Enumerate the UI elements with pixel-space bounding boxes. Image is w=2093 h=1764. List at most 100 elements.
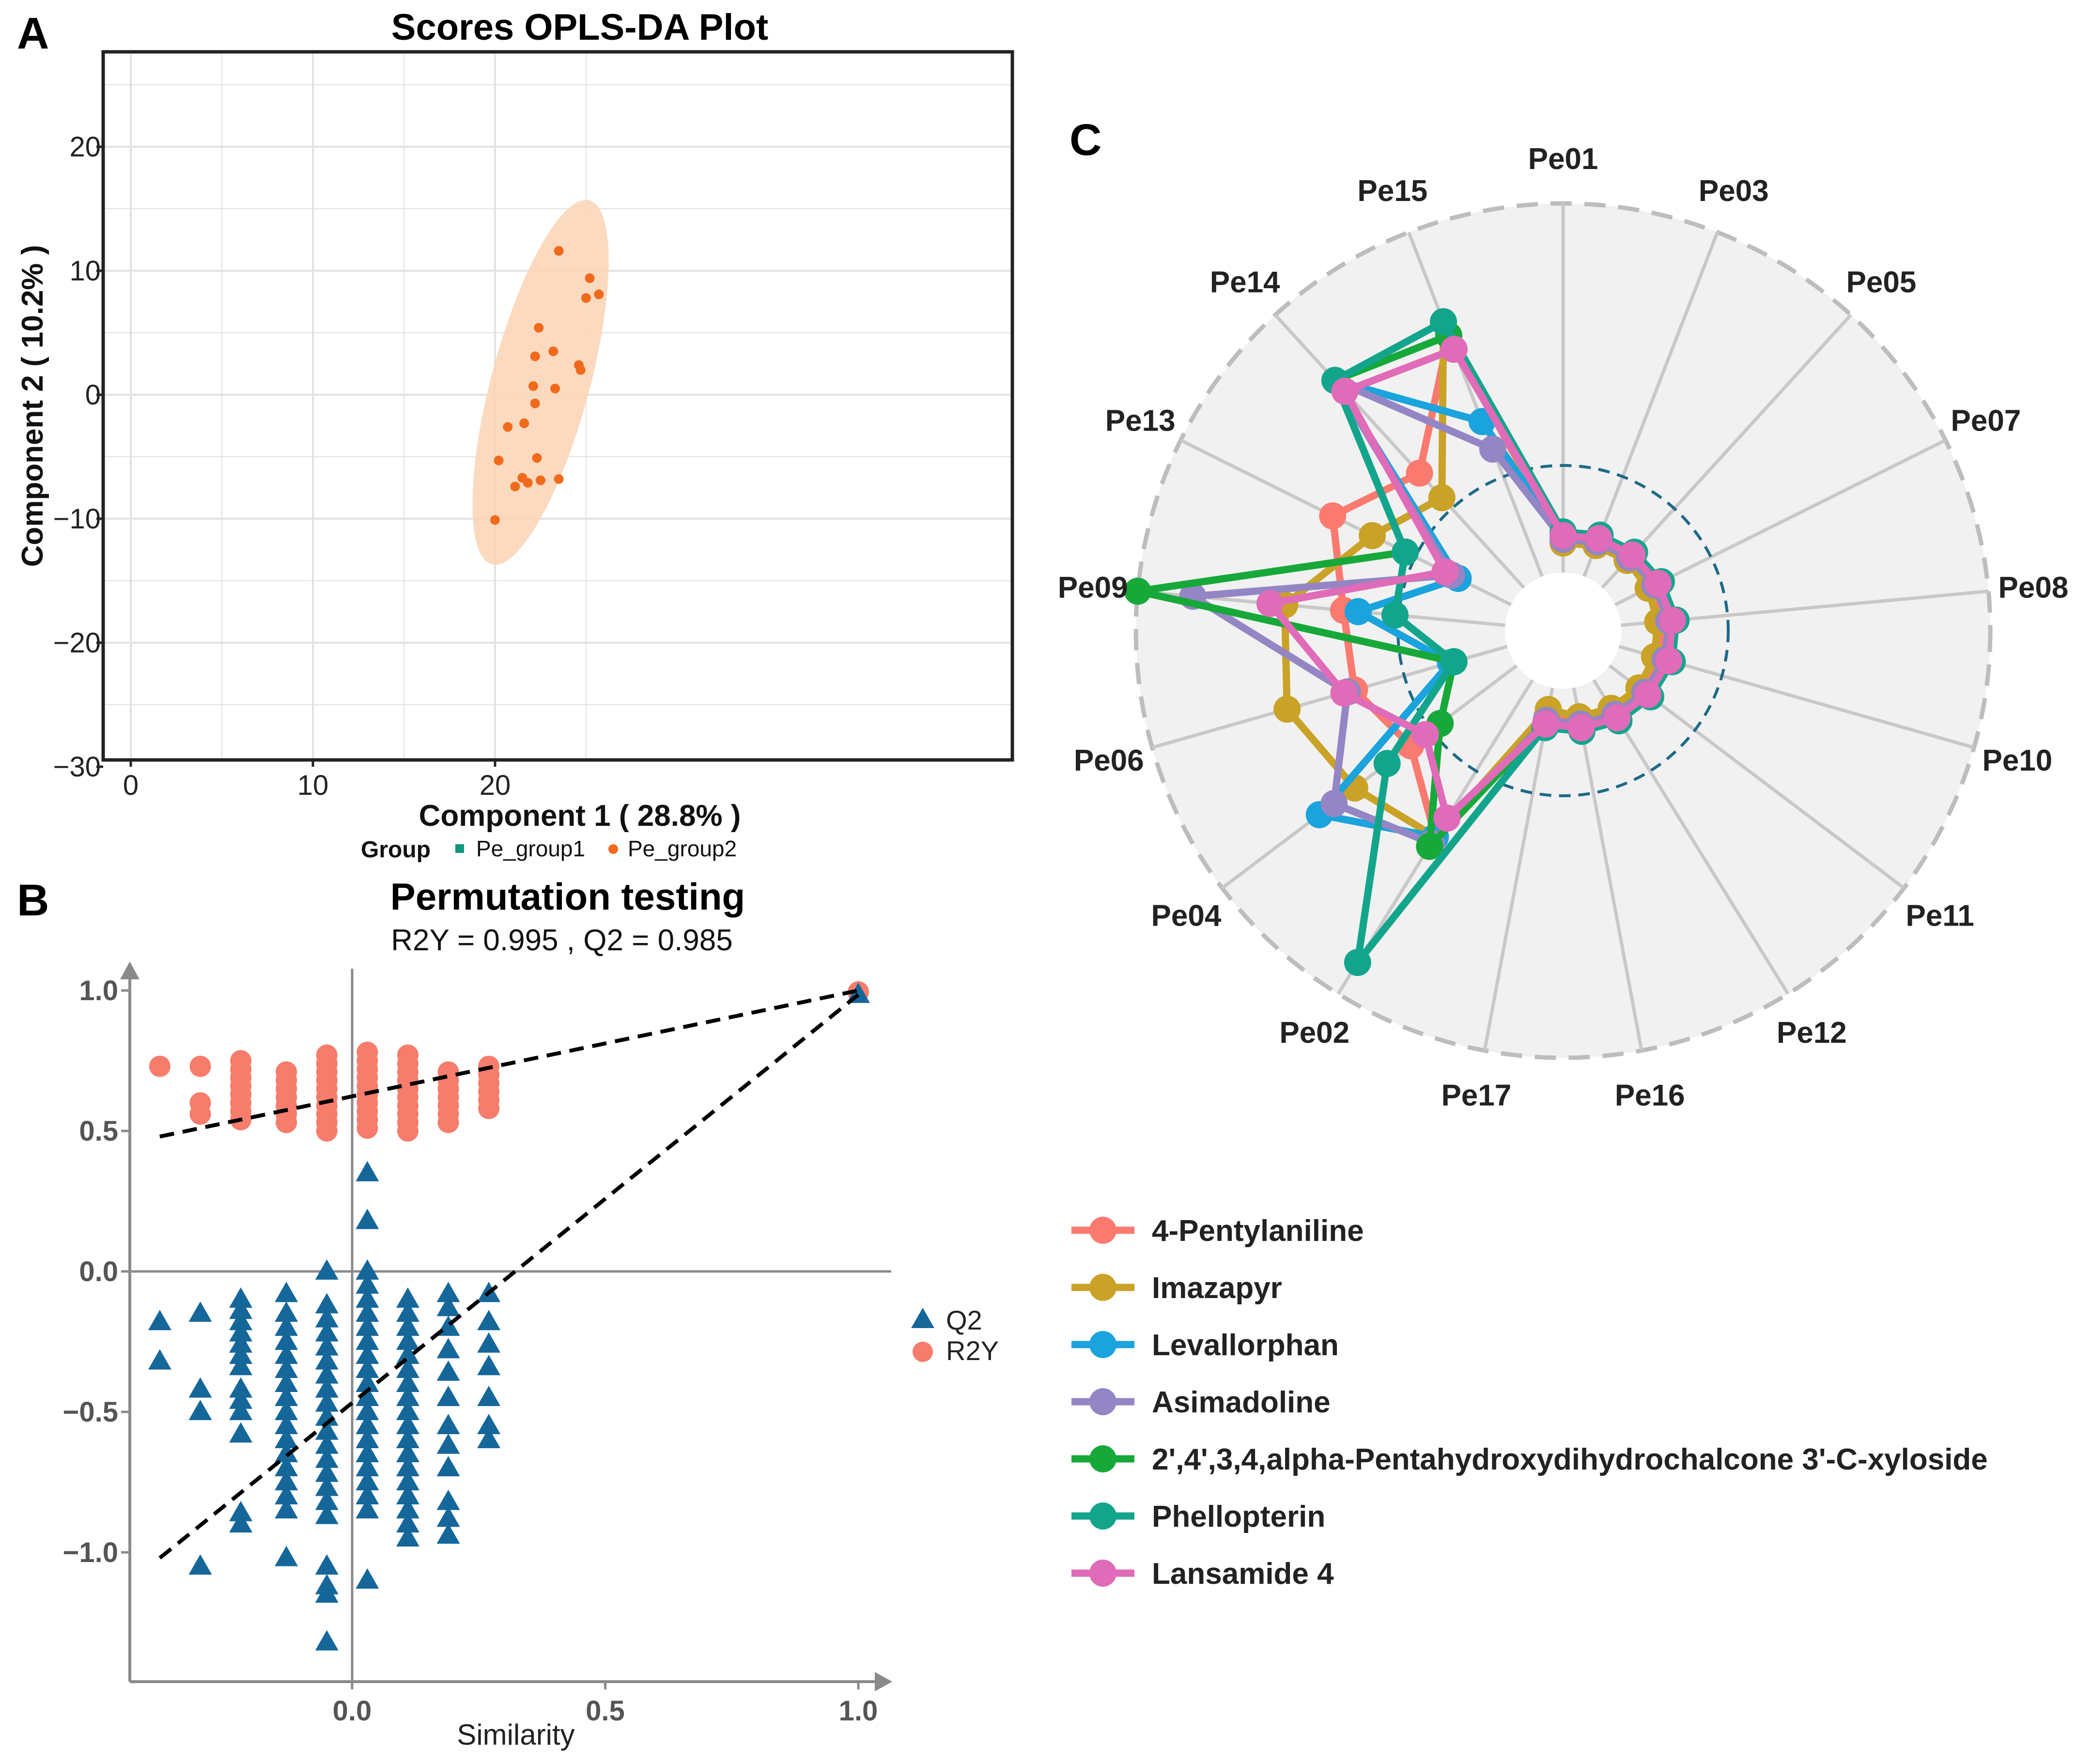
confidence-ellipse-2 (472, 200, 609, 565)
radar-axis-label: Pe14 (1210, 265, 1280, 299)
q2-point (229, 1332, 253, 1353)
q2-point (477, 1428, 501, 1448)
chart-b-points (148, 981, 870, 1651)
chart-a-ellipses (472, 200, 609, 565)
q2-point (275, 1358, 298, 1378)
q2-point (275, 1400, 298, 1420)
radar-axis-label: Pe11 (1906, 899, 1974, 933)
radar-axis-label: Pe08 (1998, 571, 2068, 604)
radar-inner-hole (1505, 573, 1621, 689)
q2-point (477, 1310, 501, 1331)
panel-label-a: A (17, 9, 49, 58)
score-point-group2 (594, 289, 604, 299)
q2-point (356, 1456, 379, 1476)
score-point-group2 (490, 515, 500, 525)
radar-axis-label: Pe02 (1279, 1016, 1349, 1050)
radar-series-point (1359, 522, 1386, 549)
q2-point (356, 1301, 379, 1322)
q2-point (356, 1400, 379, 1420)
radar-series-point (1585, 525, 1612, 552)
q2-point (315, 1363, 339, 1384)
radar-axis-label: Pe10 (1982, 744, 2052, 777)
radar-spoke (1582, 232, 1719, 577)
legend-marker (1089, 1445, 1116, 1472)
legend-marker (1089, 1560, 1116, 1587)
radar-series-point (1373, 750, 1401, 777)
radar-axis-label: Pe16 (1615, 1079, 1685, 1112)
q2-point (315, 1321, 339, 1342)
radar-series-point (1440, 648, 1468, 676)
legend-marker (1089, 1331, 1116, 1358)
chart-a-legend-title: Group (361, 837, 431, 863)
q2-point (396, 1470, 419, 1490)
y-tick-label: 0.0 (79, 1256, 118, 1287)
chart-b-xlabel: Similarity (457, 1718, 574, 1751)
radar-series-point (1429, 308, 1457, 336)
q2-point (315, 1349, 339, 1370)
y-axis-arrow (120, 961, 140, 979)
radar-series-point (1655, 647, 1683, 675)
score-point-group2 (554, 474, 564, 484)
q2-point (396, 1372, 419, 1392)
q2-point (396, 1428, 419, 1448)
q2-point (275, 1301, 298, 1322)
q2-point (356, 1470, 379, 1490)
q2-point (188, 1377, 212, 1398)
q2-point (188, 1301, 212, 1322)
radar-series-point (1273, 696, 1301, 723)
q2-point (396, 1301, 419, 1322)
radar-axis-label: Pe03 (1699, 174, 1769, 208)
x-axis-arrow (875, 1672, 892, 1691)
radar-spoke (1483, 687, 1554, 1051)
q2-point (436, 1456, 460, 1476)
q2-point (396, 1330, 419, 1350)
y-tick-label: −30 (53, 751, 101, 783)
radar-series-point (1345, 598, 1372, 625)
legend-label-group2: Pe_group2 (628, 836, 737, 861)
chart-a-legend: Group Pe_group1 Pe_group2 (361, 836, 737, 863)
chart-a-ticks: −20−100102020100−10−20−30 (53, 131, 511, 801)
radar-spoke (1572, 687, 1643, 1051)
radar-series-point (1416, 833, 1443, 860)
r2y-point (316, 1120, 338, 1142)
q2-point (275, 1386, 298, 1406)
radar-axis-label: Pe09 (1058, 571, 1128, 604)
radar-series-point (1618, 541, 1646, 569)
q2-point (356, 1484, 379, 1504)
radar-axis-label: Pe13 (1105, 404, 1176, 437)
q2-point (275, 1428, 298, 1448)
q2-point (315, 1630, 339, 1651)
q2-point (356, 1208, 379, 1229)
q2-point (315, 1335, 339, 1356)
legend-marker (1089, 1388, 1116, 1415)
score-point-group2 (575, 365, 586, 375)
q2-point (229, 1344, 253, 1364)
score-point-group2 (532, 453, 542, 463)
q2-point (436, 1386, 460, 1406)
radar-axis-label: Pe15 (1357, 174, 1427, 208)
chart-b-ticks: 0.0 0.5 1.0 1.0 0.5 0.0 −0.5 −1.0 (63, 975, 878, 1727)
q2-point (356, 1428, 379, 1448)
radar-series-point (1411, 721, 1439, 748)
radar-series-point (1603, 704, 1631, 731)
q2-point (356, 1161, 379, 1181)
legend-label-group1: Pe_group1 (476, 836, 585, 861)
q2-point (436, 1523, 460, 1544)
q2-point (356, 1386, 379, 1406)
score-point-group2 (519, 418, 529, 428)
q2-point (356, 1315, 379, 1336)
q2-point (356, 1568, 379, 1589)
q2-point (315, 1475, 339, 1496)
r2y-point (149, 1055, 171, 1077)
legend-label: 2',4',3,4,alpha-Pentahydroxydihydrochalc… (1152, 1443, 1988, 1476)
q2-point (275, 1344, 298, 1364)
y-tick-label: 0 (85, 379, 101, 411)
q2-point (436, 1360, 460, 1381)
chart-a-xlabel: Component 1 ( 28.8% ) (419, 799, 741, 833)
score-point-group2 (510, 481, 520, 492)
q2-point (275, 1442, 298, 1462)
x-tick-label: 10 (297, 770, 329, 801)
legend-label: Imazapyr (1152, 1271, 1282, 1305)
legend-label: Phellopterin (1152, 1500, 1325, 1533)
score-point-group2 (528, 381, 538, 391)
